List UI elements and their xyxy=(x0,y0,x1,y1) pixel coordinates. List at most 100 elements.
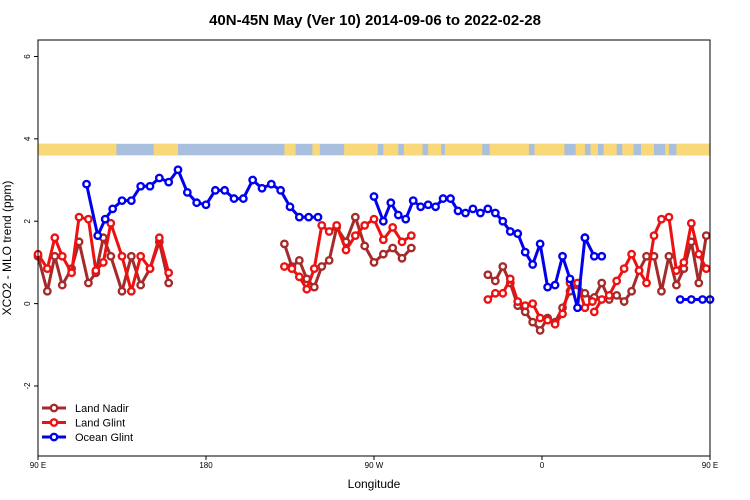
data-point xyxy=(431,202,440,212)
data-point xyxy=(84,214,93,224)
data-point xyxy=(145,181,155,191)
data-point xyxy=(664,251,674,261)
data-point xyxy=(701,231,711,241)
data-point xyxy=(164,278,174,288)
y-tick-label: 6 xyxy=(23,54,32,59)
legend-item-land-glint: Land Glint xyxy=(42,418,125,430)
data-point xyxy=(642,251,651,261)
legend-label: Land Glint xyxy=(75,418,125,430)
series-land-glint xyxy=(33,212,711,329)
data-point xyxy=(164,177,174,187)
data-point xyxy=(498,262,508,271)
data-point xyxy=(461,208,470,218)
data-point xyxy=(324,227,334,236)
data-point xyxy=(520,247,530,257)
data-point xyxy=(588,297,597,306)
data-point xyxy=(106,218,116,228)
data-point xyxy=(309,264,319,273)
data-point xyxy=(82,179,91,189)
data-point xyxy=(612,276,622,286)
data-point xyxy=(317,262,327,271)
data-point xyxy=(369,258,379,267)
data-point xyxy=(294,255,304,265)
series-line xyxy=(36,215,171,293)
data-point xyxy=(657,286,666,296)
data-point xyxy=(309,282,319,292)
data-point xyxy=(173,165,183,175)
data-point xyxy=(528,317,538,327)
data-point xyxy=(154,233,164,243)
data-point xyxy=(360,220,370,230)
data-point xyxy=(558,251,567,261)
data-point xyxy=(520,301,530,311)
data-point xyxy=(378,235,388,245)
data-point xyxy=(483,204,493,214)
data-point xyxy=(182,187,192,197)
land-band-segment xyxy=(489,143,529,156)
data-point xyxy=(57,280,67,290)
data-point xyxy=(386,198,396,208)
legend-marker xyxy=(49,403,59,413)
data-point xyxy=(642,278,651,288)
data-point xyxy=(50,233,60,243)
land-band-segment xyxy=(590,143,598,156)
data-point xyxy=(468,204,478,214)
data-point xyxy=(136,181,146,191)
land-band-segment xyxy=(640,143,654,156)
data-point xyxy=(550,280,560,290)
data-point xyxy=(279,262,289,271)
legend-marker xyxy=(49,432,59,442)
data-point xyxy=(535,325,545,335)
x-tick-label: 90 W xyxy=(365,461,384,470)
land-band-segment xyxy=(403,143,423,156)
data-point xyxy=(388,223,398,232)
data-point xyxy=(117,286,127,296)
data-point xyxy=(565,274,575,284)
data-point xyxy=(287,264,297,273)
data-point xyxy=(535,313,545,323)
data-point xyxy=(679,258,689,267)
data-point xyxy=(550,319,560,329)
data-point xyxy=(619,264,629,273)
data-point xyxy=(604,290,614,300)
series-ocean-glint xyxy=(82,165,715,313)
data-point xyxy=(513,229,523,238)
data-point xyxy=(694,278,704,288)
data-point xyxy=(580,233,590,243)
data-point xyxy=(672,280,681,290)
data-point xyxy=(597,251,607,261)
data-point xyxy=(42,286,52,296)
data-point xyxy=(50,251,60,261)
land-band-segment xyxy=(444,143,483,156)
data-point xyxy=(453,206,463,216)
plot-frame xyxy=(37,39,711,457)
data-point xyxy=(543,315,552,325)
data-point xyxy=(350,231,360,241)
data-point xyxy=(74,212,84,222)
data-point xyxy=(675,295,685,304)
data-point xyxy=(627,286,636,296)
data-point xyxy=(100,214,110,224)
data-point xyxy=(490,276,500,286)
data-point xyxy=(573,303,582,313)
series-line xyxy=(592,215,708,313)
data-point xyxy=(210,185,220,195)
data-point xyxy=(535,239,545,249)
data-point xyxy=(294,272,304,282)
land-band-segment xyxy=(153,143,178,156)
data-point xyxy=(341,245,351,255)
data-point xyxy=(136,251,146,261)
data-point xyxy=(672,266,681,276)
data-point xyxy=(406,231,416,241)
data-point xyxy=(694,249,704,259)
land-band-segment xyxy=(622,143,634,156)
data-point xyxy=(257,183,267,193)
land-band-segment xyxy=(312,143,320,156)
data-point xyxy=(649,231,659,241)
legend-item-ocean-glint: Ocean Glint xyxy=(42,432,133,444)
data-point xyxy=(229,194,239,203)
data-point xyxy=(397,237,407,247)
data-point xyxy=(192,198,202,208)
data-point xyxy=(597,278,607,288)
